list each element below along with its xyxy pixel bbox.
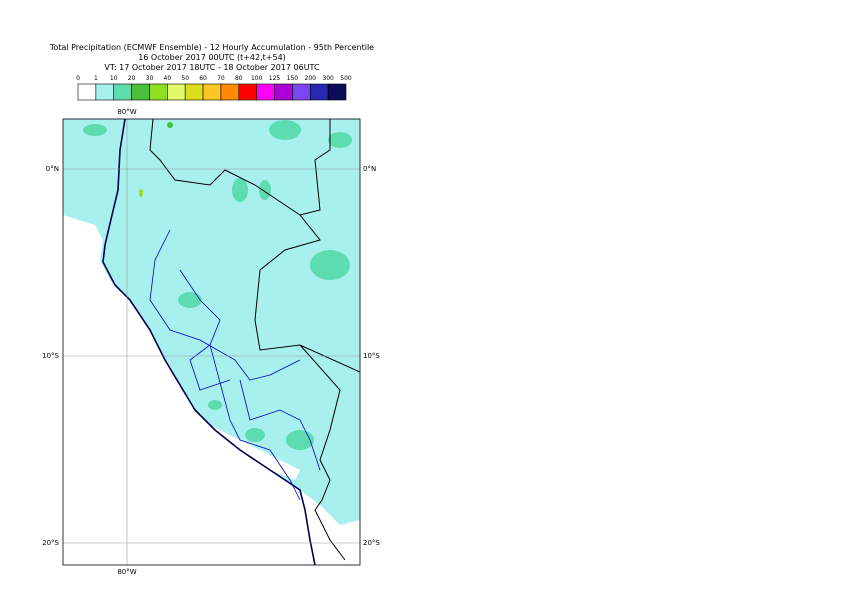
- legend-swatch: [292, 83, 311, 101]
- legend-label: 125: [269, 75, 281, 82]
- lat-label: 0°N: [363, 165, 376, 173]
- lat-label: 10°S: [363, 352, 380, 360]
- legend-swatch: [113, 83, 132, 101]
- legend-swatch: [238, 83, 257, 101]
- legend-swatch: [77, 83, 97, 101]
- legend-swatch: [220, 83, 240, 101]
- lat-label: 20°S: [42, 539, 59, 547]
- legend-label: 30: [146, 75, 154, 82]
- legend-swatch: [327, 83, 347, 101]
- legend-label: 500: [340, 75, 352, 82]
- legend-swatch: [167, 83, 186, 101]
- legend: 0 1 10 20 30 40 50 60 70 80 100 125 150 200 300 500: [76, 75, 352, 101]
- legend-label: 300: [322, 75, 334, 82]
- legend-label: 0: [76, 75, 80, 82]
- legend-label: 150: [287, 75, 299, 82]
- legend-swatch: [274, 83, 293, 101]
- legend-label: 200: [305, 75, 317, 82]
- legend-label: 70: [217, 75, 225, 82]
- legend-swatch: [184, 83, 204, 101]
- legend-swatch: [95, 83, 115, 101]
- legend-label: 20: [128, 75, 136, 82]
- legend-label: 10: [110, 75, 118, 82]
- legend-label: 40: [164, 75, 172, 82]
- lat-label: 10°S: [42, 352, 59, 360]
- valid-time: VT: 17 October 2017 18UTC - 18 October 2…: [104, 63, 320, 72]
- subtitle: 16 October 2017 00UTC (t+42,t+54): [138, 53, 286, 62]
- legend-swatch: [309, 83, 329, 101]
- legend-swatch: [202, 83, 222, 101]
- legend-label: 60: [199, 75, 207, 82]
- lat-label: 0°N: [46, 165, 59, 173]
- lon-label: 80°W: [117, 108, 136, 116]
- legend-swatch: [149, 83, 168, 101]
- legend-swatch: [256, 83, 275, 101]
- legend-label: 50: [181, 75, 189, 82]
- lat-label: 20°S: [363, 539, 380, 547]
- title: Total Precipitation (ECMWF Ensemble) - 1…: [49, 43, 374, 52]
- legend-swatch: [131, 83, 150, 101]
- legend-label: 80: [235, 75, 243, 82]
- map: [63, 119, 360, 565]
- legend-label: 1: [94, 75, 98, 82]
- lon-label: 80°W: [117, 568, 136, 576]
- legend-label: 100: [251, 75, 263, 82]
